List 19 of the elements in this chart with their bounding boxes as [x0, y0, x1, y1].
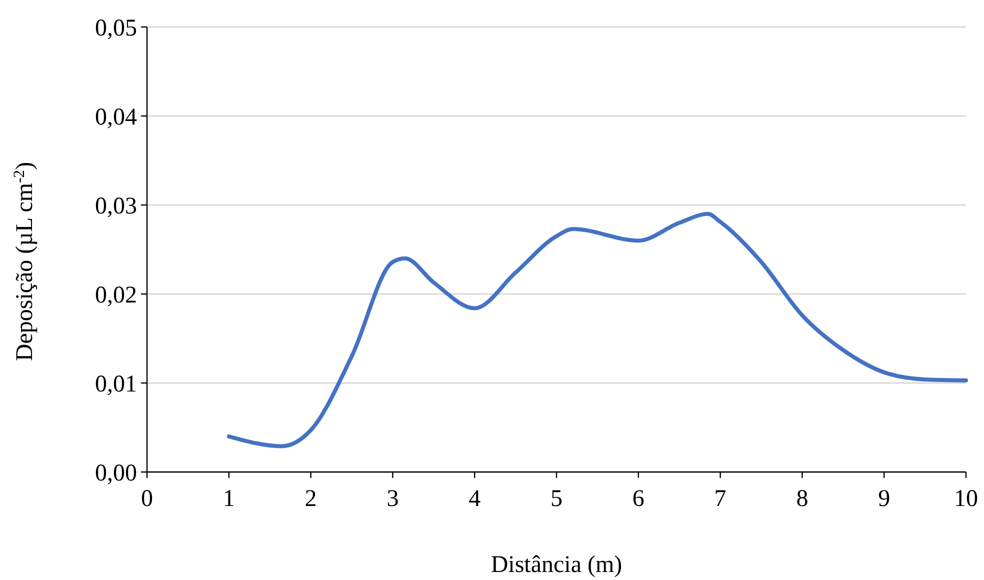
y-tick-label: 0,02 — [95, 282, 137, 308]
x-tick-label: 0 — [141, 486, 153, 512]
line-series — [226, 212, 968, 448]
x-tick-label: 4 — [468, 486, 481, 512]
x-tick-label: 5 — [550, 486, 562, 512]
y-tick-label: 0,05 — [95, 15, 137, 42]
x-tick-label: 2 — [304, 486, 317, 512]
x-tick-label: 3 — [386, 486, 399, 512]
x-tick-label: 9 — [878, 486, 890, 512]
x-tick-label: 6 — [632, 486, 644, 512]
x-tick-label: 7 — [714, 486, 726, 512]
x-tick-label: 10 — [954, 486, 978, 512]
x-tick-label: 1 — [222, 486, 235, 512]
x-axis-title: Distância (m) — [490, 552, 622, 578]
y-tick-label: 0,03 — [95, 193, 137, 220]
y-tick-label: 0,04 — [95, 104, 137, 130]
x-tick-label: 8 — [796, 486, 808, 512]
y-tick-label: 0,00 — [95, 460, 137, 486]
y-tick-label: 0,01 — [95, 371, 137, 398]
